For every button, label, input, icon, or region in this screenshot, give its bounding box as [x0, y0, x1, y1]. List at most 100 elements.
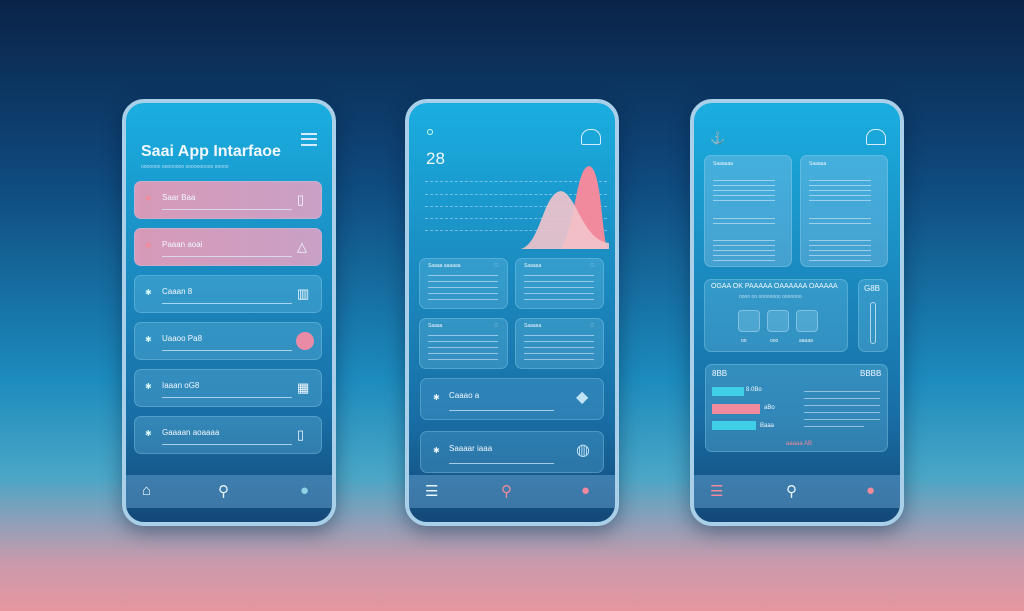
avatar-icon[interactable]: ● [300, 482, 310, 499]
list-item[interactable]: ✱ Gaaaan aoaaaa ▯ [134, 416, 322, 454]
bullet-icon: ✱ [145, 335, 152, 344]
area-series-front [521, 191, 609, 249]
bottom-nav: ☰ ⚲ ● [694, 475, 900, 508]
bullet-icon: ✱ [433, 446, 440, 455]
grid-line [425, 181, 607, 182]
chart-icon: ▥ [297, 286, 310, 301]
tile-label: oo [741, 338, 747, 344]
drop-icon: ◆ [576, 389, 589, 406]
side-panel: G8B [858, 279, 888, 352]
info-icon: ◌ [590, 322, 595, 329]
search-icon[interactable]: ⚲ [786, 483, 797, 500]
bullet-icon: ✱ [145, 429, 152, 438]
grid-line [425, 206, 607, 207]
info-icon: ◌ [494, 262, 499, 269]
list-item[interactable]: ✱ Caaan 8 ▥ [134, 275, 322, 313]
card-title: Saaaaa [809, 161, 827, 167]
grid-line [425, 218, 607, 219]
bullet-icon: ✱ [433, 393, 440, 402]
bullet-icon: ✱ [145, 194, 152, 203]
info-card[interactable]: Saaaaaa [704, 155, 792, 267]
card-title: Saaaaa [524, 263, 542, 269]
search-icon[interactable]: ⚲ [501, 483, 512, 500]
list-item[interactable]: ✱ Saaaar iaaa ◍ [420, 431, 604, 473]
list-item-label: Caaan 8 [162, 287, 193, 296]
tile-label: ooo [770, 338, 779, 344]
bullet-icon: ✱ [145, 241, 152, 250]
stat-value: 28 [426, 149, 445, 168]
menu-icon[interactable]: ☰ [710, 483, 724, 500]
cloud-icon[interactable] [866, 129, 886, 145]
phone-list: Saai App Intarfaoe ooooooo oooooooo oooo… [122, 99, 336, 526]
page-title: Saai App Intarfaoe [141, 143, 281, 160]
circle-icon [296, 332, 314, 350]
triangle-icon: △ [297, 239, 307, 254]
avatar-icon[interactable]: ● [866, 482, 876, 499]
stat-card[interactable]: Saaaaa ◌ [515, 318, 604, 369]
summary-panel: OGAA OK PAAAAA OAAAAAA OAAAAA oooo oo oo… [704, 279, 848, 352]
bottom-nav: ⌂ ⚲ ● [126, 475, 332, 508]
list-item-label: Gaaaan aoaaaa [162, 428, 220, 437]
stat-card[interactable]: Saaaa ◌ [419, 318, 508, 369]
list-item[interactable]: ✱ Uaaoo Pa8 [134, 322, 322, 360]
stat-card[interactable]: Saaaaa ◌ [515, 258, 604, 309]
bullet-icon: ✱ [145, 288, 152, 297]
cloud-icon[interactable] [581, 129, 601, 145]
stat-card[interactable]: Saaaa aaaaaa ◌ [419, 258, 508, 309]
side-title: G8B [864, 284, 881, 293]
menu-icon[interactable]: ☰ [425, 483, 439, 500]
list-item-label: Paaan aoai [162, 240, 203, 249]
panel-title: OGAA OK PAAAAA OAAAAAA OAAAAA [711, 283, 838, 290]
tile-button[interactable] [767, 310, 789, 332]
list-item-label: Caaao a [449, 391, 480, 400]
bar-label: Baaa [760, 423, 775, 429]
bottom-nav: ☰ ⚲ ● [409, 475, 615, 508]
info-icon: ◌ [590, 262, 595, 269]
bar [712, 421, 756, 430]
card-title: Saaaaaa [713, 161, 734, 167]
bar [712, 387, 744, 396]
gallery-icon[interactable]: ⌂ [142, 482, 152, 499]
chart-badge: BBBB [860, 369, 882, 378]
chart-panel: 8BB BBBB 8.0Bo aBo Baaa aaaaa AB [705, 364, 888, 452]
globe-icon: ◍ [576, 442, 590, 459]
grid-line [425, 194, 607, 195]
phone-dashboard: 28 Saaaa aaaaaa ◌ Saaaaa ◌ Saaaa ◌ Saaaa… [405, 99, 619, 526]
chart-title: 8BB [712, 369, 728, 378]
info-icon: ◌ [494, 322, 499, 329]
menu-icon[interactable] [301, 133, 317, 146]
share-icon[interactable]: ⚓ [710, 131, 725, 145]
phone-details: ⚓ Saaaaaa Saaaaa OGAA OK PAAAAA OAAAAAA … [690, 99, 904, 526]
list-item[interactable]: ✱ Saar Baa ▯ [134, 181, 322, 219]
tile-button[interactable] [796, 310, 818, 332]
panel-subtitle: oooo oo oooooooo ooooooo [739, 294, 802, 300]
info-card[interactable]: Saaaaa [800, 155, 888, 267]
list-item[interactable]: ✱ Paaan aoai △ [134, 228, 322, 266]
footer-link[interactable]: aaaaa AB [786, 441, 813, 447]
tile-label: aaaaa [799, 338, 813, 344]
bullet-icon: ✱ [145, 382, 152, 391]
slider-icon[interactable] [870, 302, 876, 344]
list-item-label: Saar Baa [162, 193, 196, 202]
card-title: Saaaa aaaaaa [428, 263, 461, 269]
bar-label: 8.0Bo [746, 387, 762, 393]
list-item-label: Saaaar iaaa [449, 444, 493, 453]
phone-icon: ▯ [297, 427, 305, 442]
list-item-label: Iaaan oG8 [162, 381, 200, 390]
search-icon[interactable]: ⚲ [218, 483, 229, 500]
list-item[interactable]: ✱ Iaaan oG8 ▦ [134, 369, 322, 407]
calendar-icon: ▦ [297, 380, 310, 395]
subtitle: ooooooo oooooooo oooooooooo ooooo [141, 164, 229, 170]
bar [712, 404, 760, 414]
grid-line [425, 230, 607, 231]
avatar-icon[interactable]: ● [581, 482, 591, 499]
bar-label: aBo [764, 405, 775, 411]
area-chart [521, 166, 609, 249]
tile-button[interactable] [738, 310, 760, 332]
list-item-label: Uaaoo Pa8 [162, 334, 203, 343]
card-title: Saaaaa [524, 323, 542, 329]
list-item[interactable]: ✱ Caaao a ◆ [420, 378, 604, 420]
document-icon: ▯ [297, 192, 305, 207]
card-title: Saaaa [428, 323, 443, 329]
status-dot-icon [427, 129, 433, 135]
